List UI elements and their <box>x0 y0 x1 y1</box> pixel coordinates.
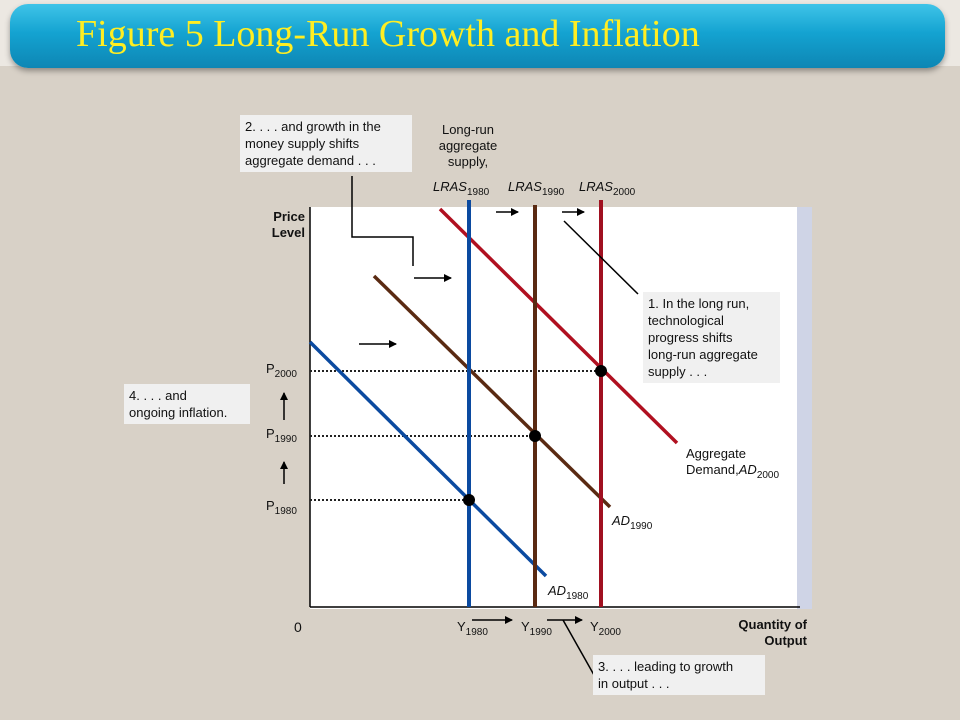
ad-1990-label: AD1990 <box>612 513 653 532</box>
p1980-label: P1980 <box>266 498 297 517</box>
note3-leader <box>562 619 595 676</box>
plot-area <box>310 207 812 609</box>
equilibrium-1990-dot <box>529 430 541 442</box>
lras-2000-label: LRAS2000 <box>579 179 636 198</box>
page-title: Figure 5 Long-Run Growth and Inflation <box>76 13 700 55</box>
title-banner <box>10 4 945 68</box>
p2000-label: P2000 <box>266 361 297 380</box>
lras-1980-label: LRAS1980 <box>433 179 490 198</box>
equilibrium-2000-dot <box>595 365 607 377</box>
ad-1980-curve <box>308 340 548 578</box>
plot-shadow <box>797 207 812 609</box>
note-inflation: 4. . . . and ongoing inflation. <box>124 384 250 424</box>
ad-1990-curve <box>372 274 612 509</box>
note-output-growth: 3. . . . leading to growth in output . . … <box>593 655 765 695</box>
x-axis-label: Quantity of Output <box>738 617 807 648</box>
equilibrium-1980-dot <box>463 494 475 506</box>
ad-2000-label: Aggregate Demand,AD2000 <box>686 446 780 481</box>
y1980-label: Y1980 <box>457 619 488 638</box>
y-axis-label: Price Level <box>271 209 305 240</box>
p1990-label: P1990 <box>266 426 297 445</box>
ad-2000-curve <box>438 207 679 445</box>
y2000-label: Y2000 <box>590 619 621 638</box>
ad-1980-label: AD1980 <box>548 583 589 602</box>
note-money-supply: 2. . . . and growth in the money supply s… <box>240 115 412 172</box>
origin-label: 0 <box>294 619 302 635</box>
lras-caption: Long-run aggregate supply, <box>438 122 498 169</box>
note-technological-progress: 1. In the long run, technological progress… <box>643 292 780 383</box>
note2-leader <box>351 176 414 266</box>
lras-1990-label: LRAS1990 <box>508 179 565 198</box>
note1-leader <box>563 220 639 295</box>
y1990-label: Y1990 <box>521 619 552 638</box>
